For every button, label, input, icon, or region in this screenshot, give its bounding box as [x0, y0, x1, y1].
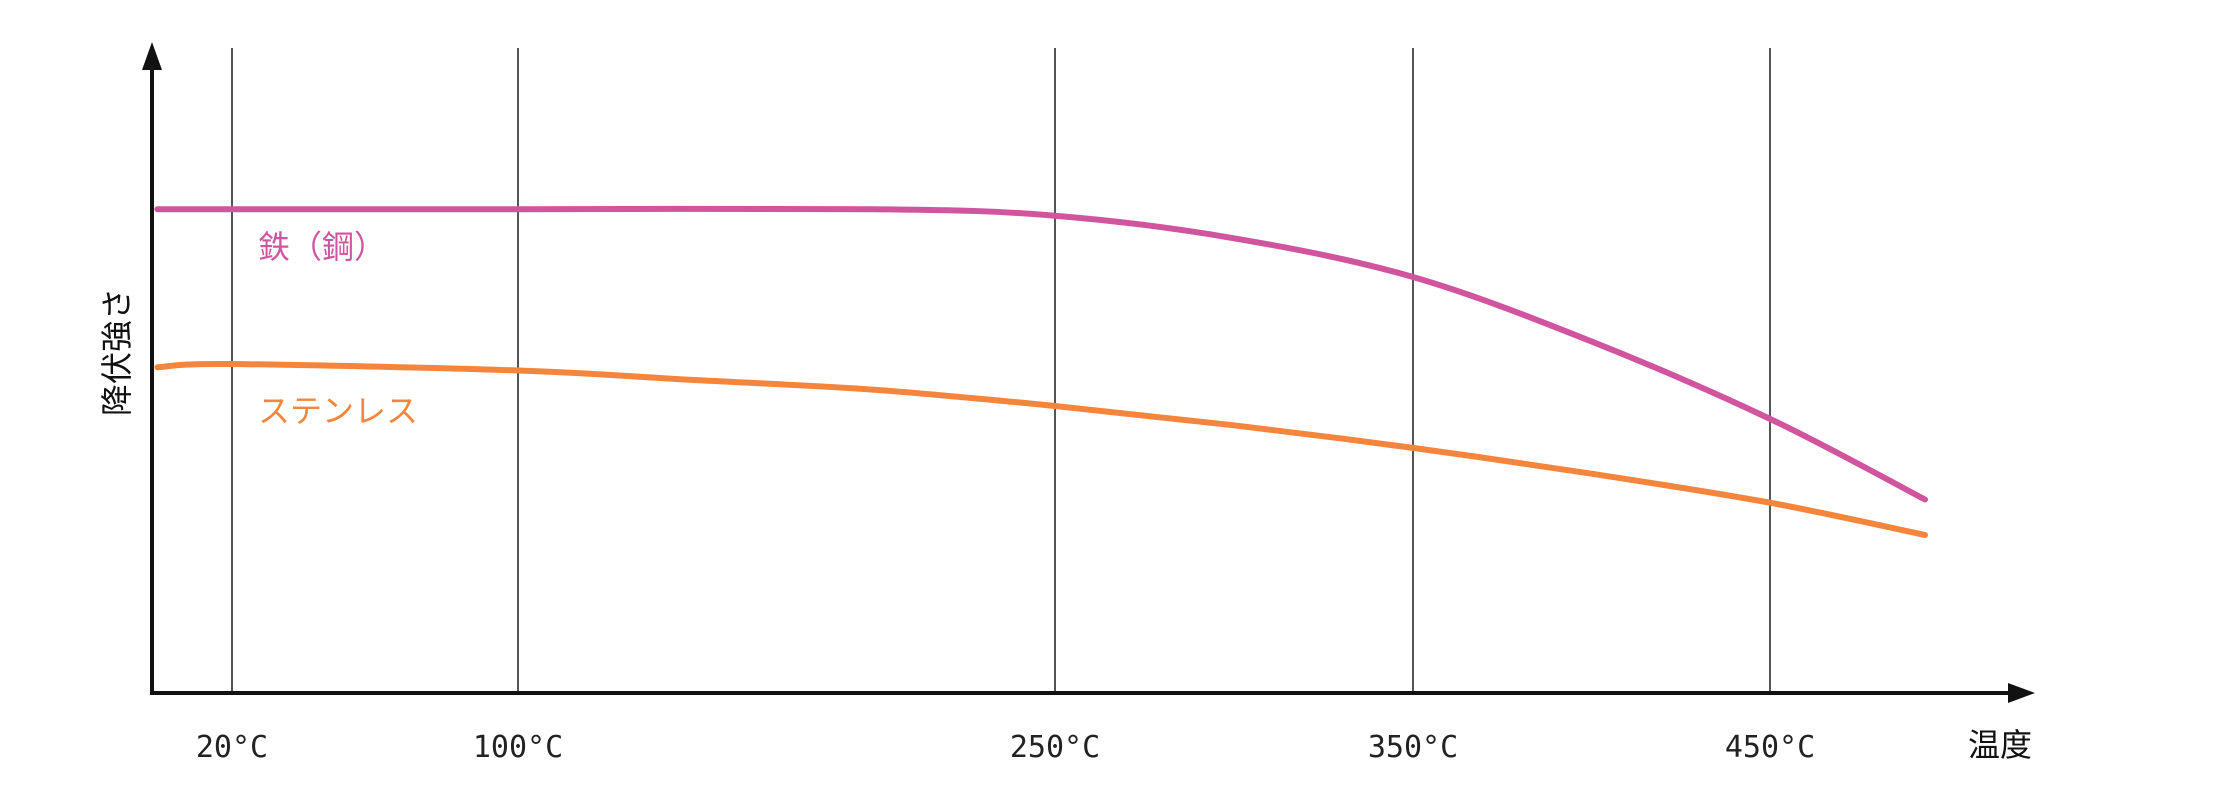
x-axis-arrow	[2008, 683, 2035, 703]
x-tick-label-100: 100°C	[473, 730, 563, 765]
series-layer	[154, 205, 1928, 538]
x-tick-label-250: 250°C	[1010, 730, 1100, 765]
y-axis-title: 降伏強さ	[98, 288, 136, 416]
y-axis-arrow	[142, 42, 162, 70]
axes	[142, 42, 2035, 703]
series-label-0: 鉄（鋼）	[258, 228, 386, 266]
x-tick-label-350: 350°C	[1368, 730, 1458, 765]
x-tick-label-450: 450°C	[1725, 730, 1815, 765]
grid-lines	[231, 48, 1771, 693]
series-labels: 鉄（鋼） ステンレス	[258, 228, 418, 430]
series-line-0	[154, 205, 1928, 503]
x-axis-title: 温度	[1968, 726, 2032, 764]
series-label-1: ステンレス	[258, 392, 418, 430]
x-tick-label-20: 20°C	[196, 730, 268, 765]
x-tick-labels: 20°C 100°C 250°C 350°C 450°C	[196, 730, 1815, 765]
series-line-1	[154, 361, 1928, 538]
